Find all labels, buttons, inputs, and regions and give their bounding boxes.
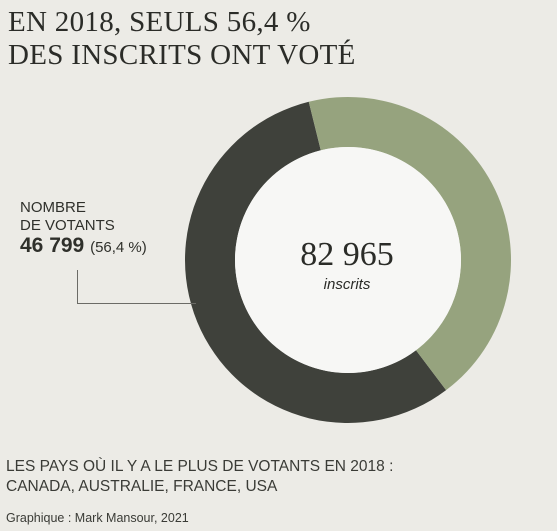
voters-value-row: 46 799 (56,4 %) [20, 234, 147, 257]
chart-title-line-2: DES INSCRITS ONT VOTÉ [8, 39, 356, 71]
donut-center [235, 147, 461, 373]
donut-slice-non-voters [308, 97, 512, 391]
voters-label: NOMBRE DE VOTANTS 46 799 (56,4 %) [20, 199, 147, 257]
chart-credit: Graphique : Mark Mansour, 2021 [6, 511, 189, 525]
voters-percent: (56,4 %) [90, 239, 147, 256]
voters-value: 46 799 [20, 234, 85, 257]
countries-note-line-1: LES PAYS OÙ IL Y A LE PLUS DE VOTANTS EN… [6, 458, 394, 475]
total-registered-label: inscrits [323, 276, 371, 293]
voters-label-line-2: DE VOTANTS [20, 217, 115, 234]
donut-slice-voters [184, 101, 447, 424]
countries-note: LES PAYS OÙ IL Y A LE PLUS DE VOTANTS EN… [6, 457, 393, 497]
chart-title-line-1: EN 2018, SEULS 56,4 % [8, 6, 311, 38]
chart-title: EN 2018, SEULS 56,4 % DES INSCRITS ONT V… [8, 6, 356, 72]
total-registered-number: 82 965 [300, 236, 394, 273]
countries-note-line-2: CANADA, AUSTRALIE, FRANCE, USA [6, 478, 278, 495]
voters-leader-line [77, 270, 196, 304]
voters-label-line-1: NOMBRE [20, 199, 86, 216]
